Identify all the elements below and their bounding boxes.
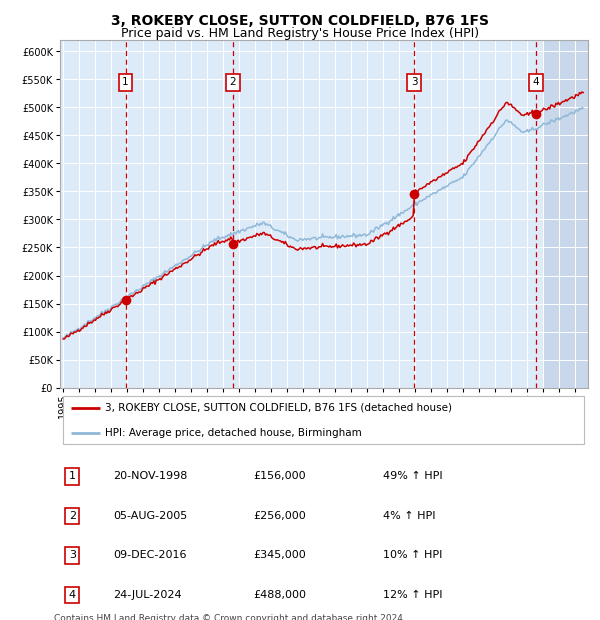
- Text: £488,000: £488,000: [253, 590, 306, 600]
- Text: 12% ↑ HPI: 12% ↑ HPI: [383, 590, 442, 600]
- Text: 3, ROKEBY CLOSE, SUTTON COLDFIELD, B76 1FS: 3, ROKEBY CLOSE, SUTTON COLDFIELD, B76 1…: [111, 14, 489, 28]
- Text: 1: 1: [122, 78, 129, 87]
- Text: £256,000: £256,000: [253, 511, 306, 521]
- Text: 49% ↑ HPI: 49% ↑ HPI: [383, 471, 442, 481]
- Text: 3: 3: [411, 78, 418, 87]
- Text: Price paid vs. HM Land Registry's House Price Index (HPI): Price paid vs. HM Land Registry's House …: [121, 27, 479, 40]
- Text: 2: 2: [69, 511, 76, 521]
- Text: 3: 3: [69, 551, 76, 560]
- Text: £345,000: £345,000: [253, 551, 306, 560]
- Text: 2: 2: [229, 78, 236, 87]
- Text: HPI: Average price, detached house, Birmingham: HPI: Average price, detached house, Birm…: [105, 428, 362, 438]
- Text: £156,000: £156,000: [253, 471, 306, 481]
- Text: 4% ↑ HPI: 4% ↑ HPI: [383, 511, 436, 521]
- Text: 4: 4: [69, 590, 76, 600]
- Text: 10% ↑ HPI: 10% ↑ HPI: [383, 551, 442, 560]
- Text: 24-JUL-2024: 24-JUL-2024: [113, 590, 181, 600]
- Text: 3, ROKEBY CLOSE, SUTTON COLDFIELD, B76 1FS (detached house): 3, ROKEBY CLOSE, SUTTON COLDFIELD, B76 1…: [105, 403, 452, 413]
- Text: Contains HM Land Registry data © Crown copyright and database right 2024.
This d: Contains HM Land Registry data © Crown c…: [54, 614, 406, 620]
- Text: 4: 4: [533, 78, 539, 87]
- Text: 05-AUG-2005: 05-AUG-2005: [113, 511, 187, 521]
- Text: 1: 1: [69, 471, 76, 481]
- Text: 09-DEC-2016: 09-DEC-2016: [113, 551, 187, 560]
- FancyBboxPatch shape: [62, 396, 584, 445]
- Text: 20-NOV-1998: 20-NOV-1998: [113, 471, 187, 481]
- Bar: [543, 40, 588, 388]
